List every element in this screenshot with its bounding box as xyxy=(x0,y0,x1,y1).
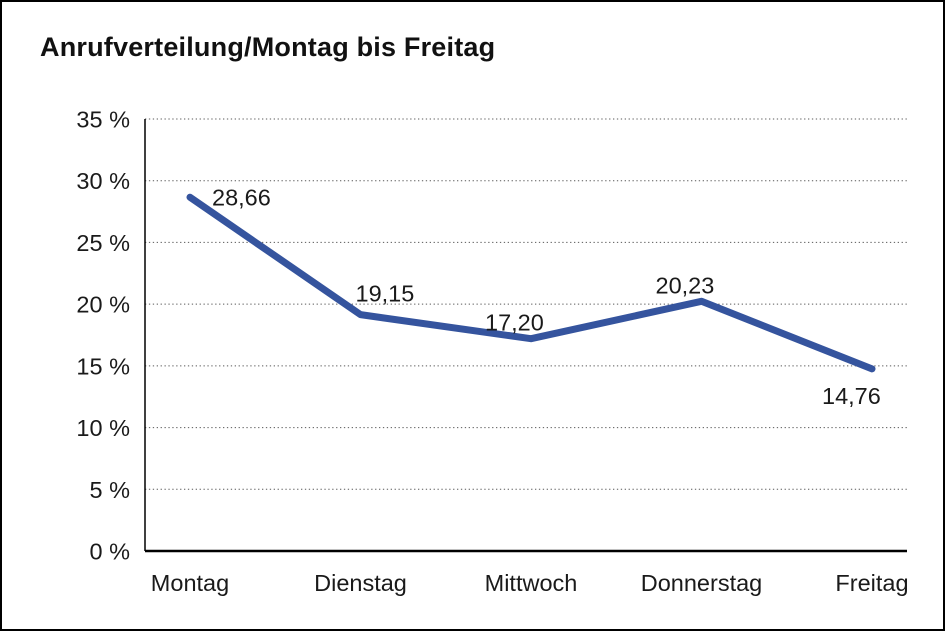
y-axis-tick-label: 5 % xyxy=(90,477,131,503)
y-axis-tick-label: 15 % xyxy=(76,353,130,379)
data-point-label: 19,15 xyxy=(356,281,415,307)
y-axis-tick-label: 35 % xyxy=(76,107,130,133)
y-axis-tick-label: 30 % xyxy=(76,168,130,194)
y-axis-tick-label: 20 % xyxy=(76,292,130,318)
data-series-line xyxy=(186,193,876,373)
y-axis-tick-label: 10 % xyxy=(76,415,130,441)
data-point-label: 20,23 xyxy=(656,272,715,298)
data-point-label: 14,76 xyxy=(822,383,881,409)
y-axis-tick-label: 25 % xyxy=(76,230,130,256)
data-point-label: 17,20 xyxy=(485,310,544,336)
x-axis-category-label: Freitag xyxy=(835,570,908,596)
x-axis-category-label: Mittwoch xyxy=(485,570,578,596)
x-axis-category-label: Dienstag xyxy=(314,570,407,596)
x-axis-category-label: Montag xyxy=(151,570,229,596)
data-point-label: 28,66 xyxy=(212,184,271,210)
y-axis-tick-label: 0 % xyxy=(90,539,131,565)
chart-title: Anrufverteilung/Montag bis Freitag xyxy=(40,32,496,62)
x-axis-category-label: Donnerstag xyxy=(641,570,763,596)
